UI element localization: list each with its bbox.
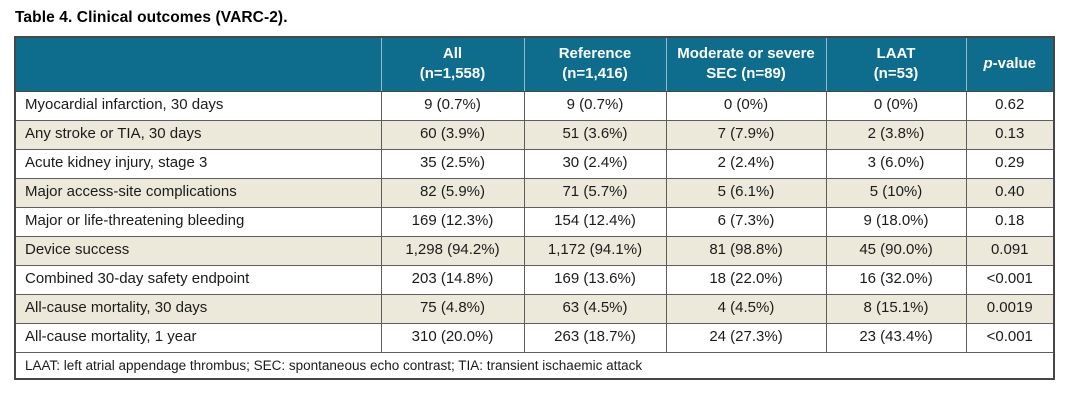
cell-sec: 6 (7.3%)	[665, 206, 827, 237]
outcome-label: Combined 30-day safety endpoint	[14, 264, 382, 295]
outcome-label: All-cause mortality, 1 year	[14, 322, 382, 353]
column-header-pvalue: p-value	[966, 37, 1054, 92]
cell-sec: 7 (7.9%)	[665, 119, 827, 150]
cell-laat: 5 (10%)	[825, 177, 967, 208]
outcome-label: Device success	[14, 235, 382, 266]
column-header-sec: Moderate or severe SEC (n=89)	[666, 37, 827, 92]
table-body: Myocardial infarction, 30 days 9 (0.7%) …	[14, 90, 1055, 353]
table-row: Any stroke or TIA, 30 days 60 (3.9%) 51 …	[14, 119, 1055, 150]
table-title: Table 4. Clinical outcomes (VARC-2).	[15, 9, 288, 26]
table-header-row: All (n=1,558) Reference (n=1,416) Modera…	[15, 37, 1054, 92]
cell-reference: 71 (5.7%)	[523, 177, 667, 208]
cell-laat: 16 (32.0%)	[825, 264, 967, 295]
cell-sec: 4 (4.5%)	[665, 293, 827, 324]
cell-reference: 51 (3.6%)	[523, 119, 667, 150]
cell-pvalue: 0.18	[965, 206, 1055, 237]
cell-pvalue: 0.40	[965, 177, 1055, 208]
footnote-row: LAAT: left atrial appendage thrombus; SE…	[14, 351, 1055, 379]
cell-sec: 24 (27.3%)	[665, 322, 827, 353]
cell-sec: 18 (22.0%)	[665, 264, 827, 295]
cell-laat: 3 (6.0%)	[825, 148, 967, 179]
cell-all: 82 (5.9%)	[380, 177, 525, 208]
outcome-label: Myocardial infarction, 30 days	[14, 90, 382, 121]
cell-laat: 45 (90.0%)	[825, 235, 967, 266]
table-header: All (n=1,558) Reference (n=1,416) Modera…	[15, 37, 1054, 92]
cell-sec: 5 (6.1%)	[665, 177, 827, 208]
column-header-all: All (n=1,558)	[381, 37, 525, 92]
table-row: Major access-site complications 82 (5.9%…	[14, 177, 1055, 208]
table-row: All-cause mortality, 30 days 75 (4.8%) 6…	[14, 293, 1055, 324]
cell-reference: 1,172 (94.1%)	[523, 235, 667, 266]
cell-all: 1,298 (94.2%)	[380, 235, 525, 266]
cell-sec: 2 (2.4%)	[665, 148, 827, 179]
cell-laat: 2 (3.8%)	[825, 119, 967, 150]
cell-all: 310 (20.0%)	[380, 322, 525, 353]
table-row: Combined 30-day safety endpoint 203 (14.…	[14, 264, 1055, 295]
cell-pvalue: 0.62	[965, 90, 1055, 121]
cell-all: 75 (4.8%)	[380, 293, 525, 324]
cell-reference: 154 (12.4%)	[523, 206, 667, 237]
outcome-label: Any stroke or TIA, 30 days	[14, 119, 382, 150]
outcome-label: Acute kidney injury, stage 3	[14, 148, 382, 179]
cell-all: 35 (2.5%)	[380, 148, 525, 179]
cell-all: 60 (3.9%)	[380, 119, 525, 150]
cell-sec: 81 (98.8%)	[665, 235, 827, 266]
cell-pvalue: 0.0019	[965, 293, 1055, 324]
cell-reference: 263 (18.7%)	[523, 322, 667, 353]
cell-laat: 9 (18.0%)	[825, 206, 967, 237]
column-header-reference: Reference (n=1,416)	[524, 37, 667, 92]
table-row: Major or life-threatening bleeding 169 (…	[14, 206, 1055, 237]
table-row: Myocardial infarction, 30 days 9 (0.7%) …	[14, 90, 1055, 121]
table-row: Acute kidney injury, stage 3 35 (2.5%) 3…	[14, 148, 1055, 179]
cell-pvalue: 0.29	[965, 148, 1055, 179]
cell-all: 203 (14.8%)	[380, 264, 525, 295]
page: Table 4. Clinical outcomes (VARC-2). All…	[14, 9, 1055, 380]
footnote: LAAT: left atrial appendage thrombus; SE…	[14, 351, 1055, 379]
cell-laat: 0 (0%)	[825, 90, 967, 121]
outcome-label: Major or life-threatening bleeding	[14, 206, 382, 237]
cell-reference: 63 (4.5%)	[523, 293, 667, 324]
cell-reference: 9 (0.7%)	[523, 90, 667, 121]
cell-laat: 8 (15.1%)	[825, 293, 967, 324]
outcome-label: Major access-site complications	[14, 177, 382, 208]
cell-pvalue: <0.001	[965, 264, 1055, 295]
cell-reference: 30 (2.4%)	[523, 148, 667, 179]
cell-all: 169 (12.3%)	[380, 206, 525, 237]
table-row: All-cause mortality, 1 year 310 (20.0%) …	[14, 322, 1055, 353]
cell-reference: 169 (13.6%)	[523, 264, 667, 295]
cell-pvalue: <0.001	[965, 322, 1055, 353]
table-row: Device success 1,298 (94.2%) 1,172 (94.1…	[14, 235, 1055, 266]
cell-pvalue: 0.13	[965, 119, 1055, 150]
column-header-laat: LAAT (n=53)	[826, 37, 967, 92]
table-footer: LAAT: left atrial appendage thrombus; SE…	[14, 351, 1055, 379]
column-header-outcome	[15, 37, 382, 92]
clinical-outcomes-table: All (n=1,558) Reference (n=1,416) Modera…	[14, 36, 1055, 380]
outcome-label: All-cause mortality, 30 days	[14, 293, 382, 324]
cell-pvalue: 0.091	[965, 235, 1055, 266]
cell-sec: 0 (0%)	[665, 90, 827, 121]
cell-laat: 23 (43.4%)	[825, 322, 967, 353]
cell-all: 9 (0.7%)	[380, 90, 525, 121]
